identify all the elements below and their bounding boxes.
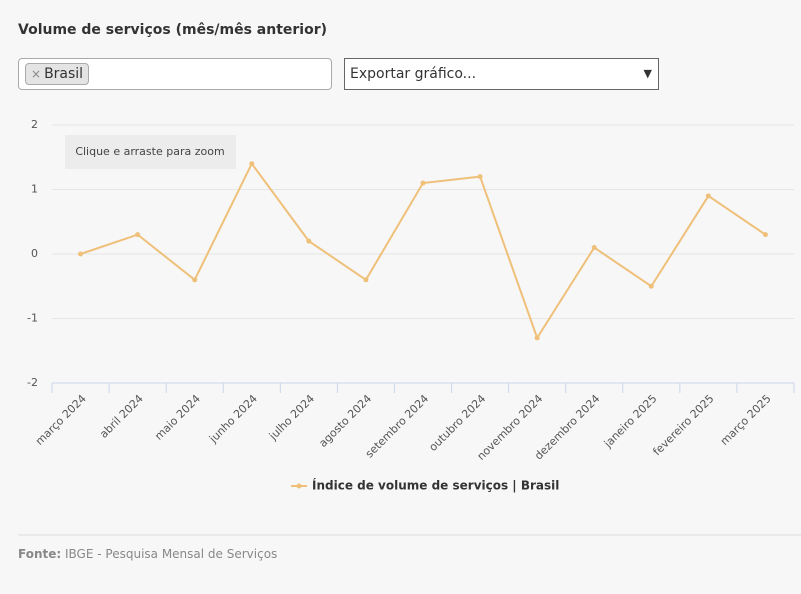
y-tick-label: -2 xyxy=(27,376,38,389)
x-tick-label: abril 2024 xyxy=(97,392,146,441)
export-label: Exportar gráfico... xyxy=(350,66,477,82)
footer-label: Fonte: xyxy=(18,547,61,561)
data-point xyxy=(477,174,483,180)
x-tick-label: outubro 2024 xyxy=(426,392,488,454)
data-point xyxy=(534,335,540,341)
data-point xyxy=(591,245,597,251)
data-point xyxy=(705,193,711,199)
footer-source: IBGE - Pesquisa Mensal de Serviços xyxy=(65,547,277,561)
data-point xyxy=(648,283,654,289)
y-tick-label: 0 xyxy=(31,247,38,260)
x-tick-label: fevereiro 2025 xyxy=(650,392,716,458)
legend-label: Índice de volume de serviços | Brasil xyxy=(312,478,559,493)
zoom-hint-box xyxy=(65,135,236,169)
tag-label: Brasil xyxy=(44,66,84,82)
select-arrow: ▼ xyxy=(643,67,652,80)
data-point xyxy=(135,232,141,238)
x-tick-label: agosto 2024 xyxy=(316,392,374,450)
footer: Fonte: IBGE - Pesquisa Mensal de Serviço… xyxy=(18,547,277,561)
x-tick-label: janeiro 2025 xyxy=(601,392,660,451)
data-point xyxy=(363,277,369,283)
x-tick-label: julho 2024 xyxy=(266,392,317,443)
y-tick-label: -1 xyxy=(27,312,38,325)
x-tick-label: março 2025 xyxy=(718,392,774,448)
filter-input[interactable]: × Brasil xyxy=(18,58,332,90)
data-point xyxy=(249,161,255,167)
filter-tag[interactable]: × Brasil xyxy=(25,63,90,85)
tag-remove[interactable]: × xyxy=(31,67,42,81)
x-tick-label: maio 2024 xyxy=(152,392,203,443)
chart-title: Volume de serviços (mês/mês anterior) xyxy=(18,22,327,38)
export-select[interactable]: Exportar gráfico... ▼ xyxy=(344,58,659,90)
data-point xyxy=(762,232,768,238)
data-point xyxy=(420,180,426,186)
x-tick-label: março 2024 xyxy=(33,392,89,448)
y-tick-label: 2 xyxy=(31,118,38,131)
data-point xyxy=(78,251,84,257)
x-tick-label: junho 2024 xyxy=(206,392,260,446)
data-point xyxy=(306,238,312,244)
zoom-hint: Clique e arraste para zoom xyxy=(75,145,224,158)
legend-marker xyxy=(296,483,302,489)
data-point xyxy=(192,277,198,283)
y-tick-label: 1 xyxy=(31,183,38,196)
